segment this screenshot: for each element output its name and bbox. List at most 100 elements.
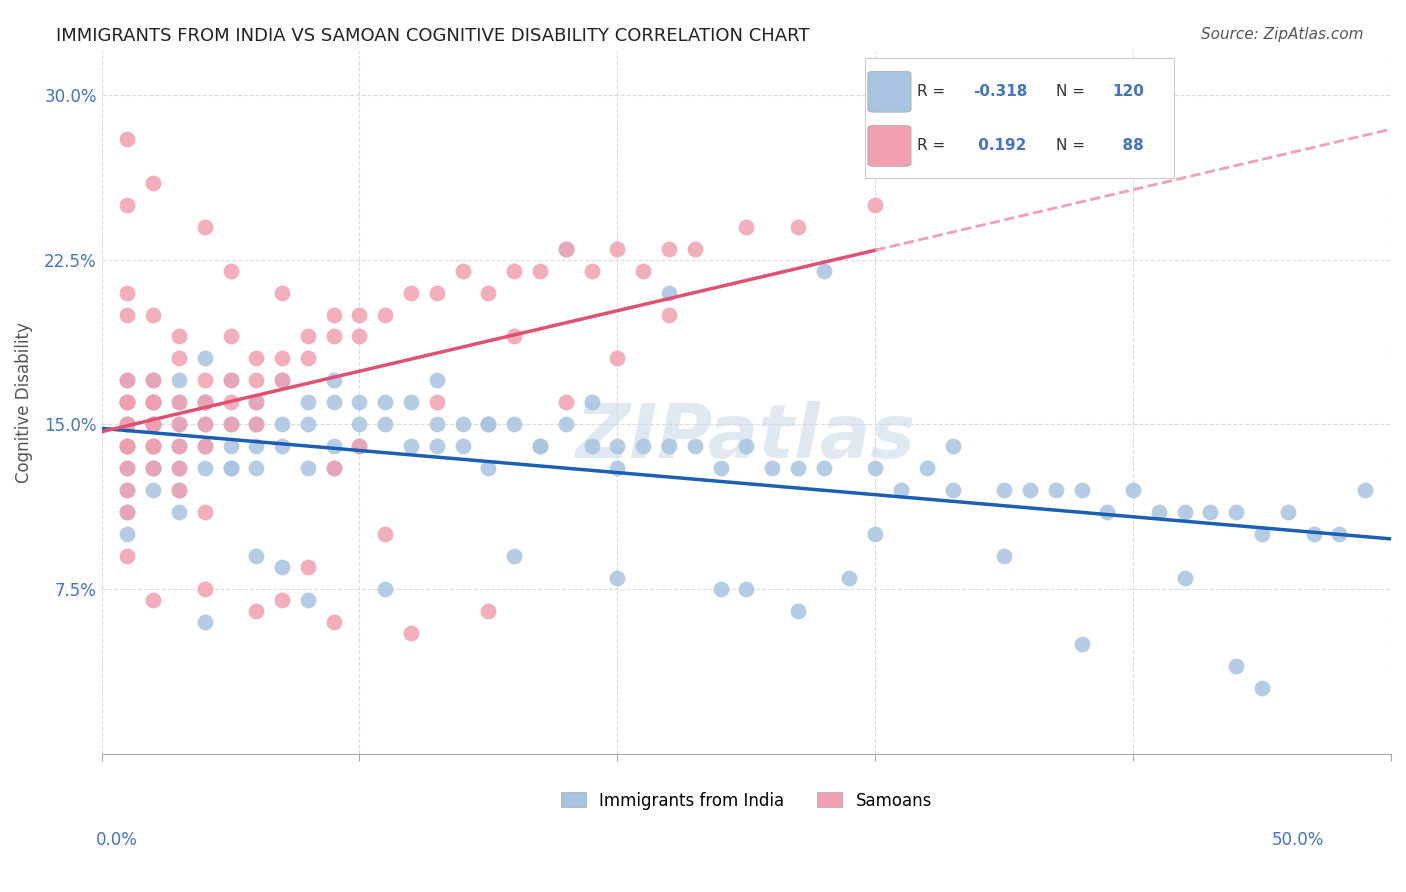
Point [194, 505, 217, 519]
Point [117, 395, 139, 409]
Point [219, 395, 242, 409]
Point [117, 505, 139, 519]
Point [142, 417, 165, 432]
Point [117, 417, 139, 432]
Point [322, 329, 344, 343]
Point [658, 242, 681, 256]
Point [142, 439, 165, 453]
Point [813, 263, 835, 277]
Point [117, 483, 139, 498]
Point [142, 176, 165, 190]
Point [117, 527, 139, 541]
Point [606, 439, 628, 453]
Point [1302, 527, 1324, 541]
Point [297, 329, 319, 343]
Point [194, 461, 217, 475]
Point [503, 417, 526, 432]
Point [167, 417, 190, 432]
Point [426, 285, 449, 300]
Point [451, 417, 474, 432]
Point [167, 505, 190, 519]
Point [219, 329, 242, 343]
Point [219, 374, 242, 388]
Point [942, 483, 965, 498]
Point [219, 417, 242, 432]
Point [529, 439, 551, 453]
Point [606, 351, 628, 366]
Point [271, 285, 294, 300]
Point [167, 395, 190, 409]
Point [993, 483, 1015, 498]
Point [529, 439, 551, 453]
Text: 88: 88 [1112, 138, 1144, 153]
Point [399, 439, 422, 453]
Point [709, 461, 731, 475]
Point [658, 439, 681, 453]
Point [451, 263, 474, 277]
Point [606, 571, 628, 585]
Point [683, 242, 706, 256]
Point [735, 582, 758, 597]
Text: -0.318: -0.318 [973, 84, 1028, 99]
Point [374, 395, 396, 409]
Point [142, 417, 165, 432]
Point [349, 329, 371, 343]
Text: N =: N = [1056, 84, 1090, 99]
Point [658, 285, 681, 300]
Point [271, 560, 294, 574]
Point [374, 527, 396, 541]
Point [374, 417, 396, 432]
Point [322, 308, 344, 322]
Point [322, 395, 344, 409]
Point [219, 417, 242, 432]
Point [915, 461, 938, 475]
FancyBboxPatch shape [868, 71, 911, 112]
Point [117, 439, 139, 453]
Point [167, 461, 190, 475]
Point [117, 483, 139, 498]
Point [322, 615, 344, 630]
Point [245, 417, 267, 432]
Point [426, 417, 449, 432]
Point [245, 395, 267, 409]
Point [477, 417, 499, 432]
Point [194, 582, 217, 597]
Point [374, 582, 396, 597]
Point [786, 461, 808, 475]
Point [297, 417, 319, 432]
Point [606, 461, 628, 475]
Point [581, 263, 603, 277]
Point [194, 417, 217, 432]
Point [606, 242, 628, 256]
Point [117, 374, 139, 388]
Point [1329, 527, 1351, 541]
Point [865, 461, 887, 475]
Point [786, 219, 808, 234]
Point [142, 374, 165, 388]
Point [426, 395, 449, 409]
Point [1045, 483, 1067, 498]
Point [658, 308, 681, 322]
Point [477, 417, 499, 432]
Point [142, 417, 165, 432]
Text: R =: R = [917, 138, 950, 153]
Point [142, 439, 165, 453]
Point [142, 461, 165, 475]
Point [322, 374, 344, 388]
Point [322, 439, 344, 453]
Point [117, 439, 139, 453]
Point [399, 285, 422, 300]
Point [477, 461, 499, 475]
Point [1174, 571, 1197, 585]
Point [194, 395, 217, 409]
Point [194, 439, 217, 453]
Point [426, 374, 449, 388]
Point [503, 549, 526, 564]
Point [271, 374, 294, 388]
Point [451, 439, 474, 453]
Point [194, 395, 217, 409]
Point [399, 395, 422, 409]
Point [117, 285, 139, 300]
Point [194, 439, 217, 453]
Point [1070, 637, 1092, 651]
